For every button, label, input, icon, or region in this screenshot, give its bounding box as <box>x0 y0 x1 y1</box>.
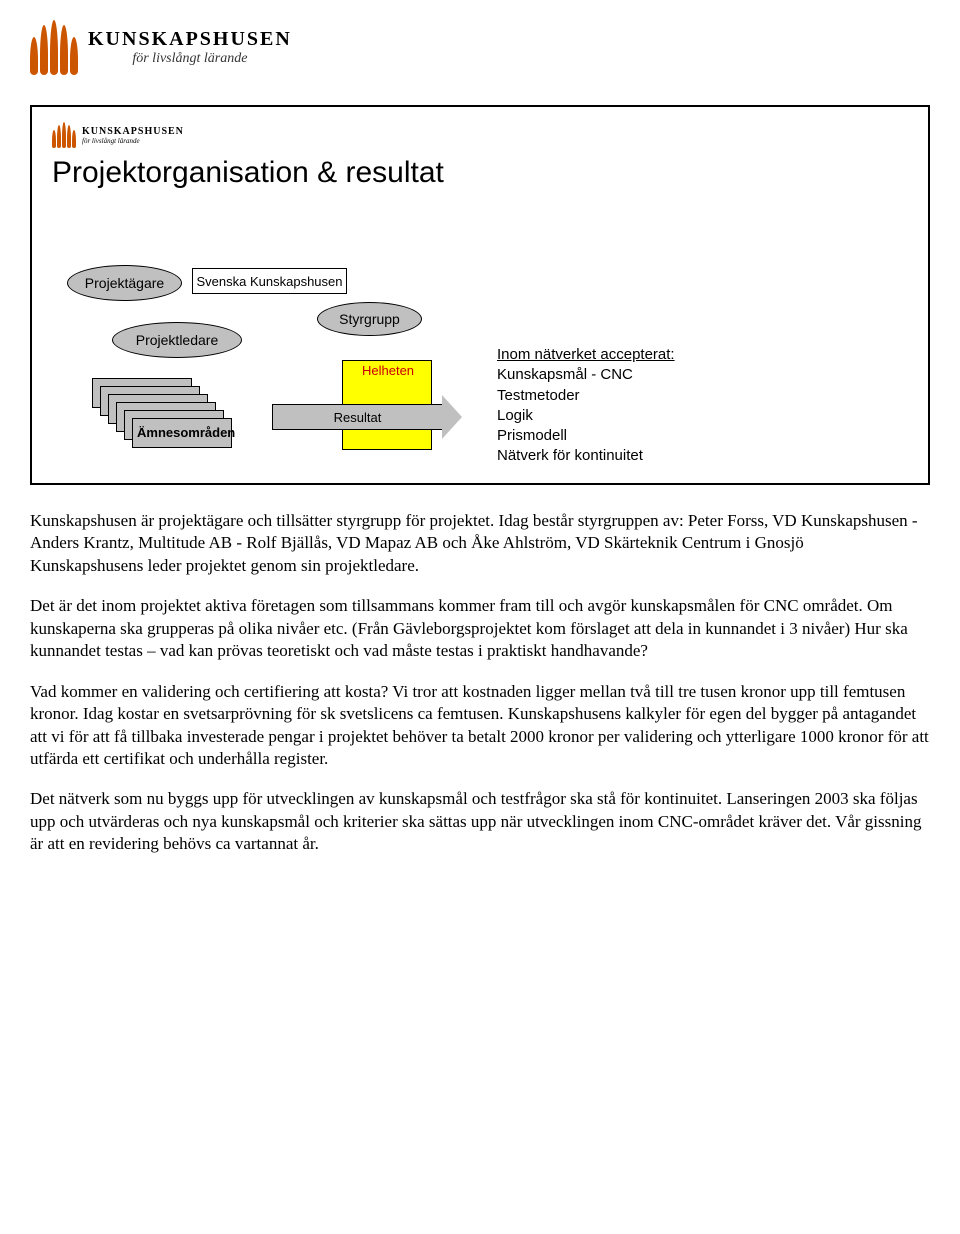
body-paragraph: Vad kommer en validering och certifierin… <box>30 681 930 771</box>
arrow-resultat-label: Resultat <box>272 404 442 430</box>
diagram-mini-logo: KUNSKAPSHUSEN för livslångt lärande <box>52 122 908 148</box>
results-list: Inom nätverket accepterat: Kunskapsmål -… <box>497 345 675 467</box>
body-paragraph: Det nätverk som nu byggs upp för utveckl… <box>30 788 930 855</box>
node-projektledare: Projektledare <box>112 322 242 358</box>
results-heading: Inom nätverket accepterat: <box>497 345 675 365</box>
node-styrgrupp: Styrgrupp <box>317 302 422 336</box>
logo-subtitle: för livslångt lärande <box>88 51 292 67</box>
diagram-canvas: Projektägare Svenska Kunskapshusen Styrg… <box>52 210 908 470</box>
results-item: Logik <box>497 406 675 426</box>
label-helheten: Helheten <box>362 363 410 378</box>
arrow-resultat: Resultat <box>272 395 462 439</box>
results-item: Nätverk för kontinuitet <box>497 446 675 466</box>
header-logo: KUNSKAPSHUSEN för livslångt lärande <box>30 20 930 75</box>
stack-label: Ämnesområden <box>137 425 235 440</box>
logo-text: KUNSKAPSHUSEN för livslångt lärande <box>88 28 292 67</box>
mini-flames-icon <box>52 122 76 148</box>
mini-logo-subtitle: för livslångt lärande <box>82 137 184 145</box>
logo-flames-icon <box>30 20 78 75</box>
node-svenska: Svenska Kunskapshusen <box>192 268 347 294</box>
diagram-box: KUNSKAPSHUSEN för livslångt lärande Proj… <box>30 105 930 485</box>
results-item: Kunskapsmål - CNC <box>497 365 675 385</box>
body-paragraph: Kunskapshusen är projektägare och tillsä… <box>30 510 930 577</box>
mini-logo-title: KUNSKAPSHUSEN <box>82 126 184 137</box>
body-paragraph: Det är det inom projektet aktiva företag… <box>30 595 930 662</box>
results-item: Testmetoder <box>497 386 675 406</box>
results-item: Prismodell <box>497 426 675 446</box>
logo-title: KUNSKAPSHUSEN <box>88 28 292 51</box>
body-text: Kunskapshusen är projektägare och tillsä… <box>30 510 930 856</box>
node-projektagare: Projektägare <box>67 265 182 301</box>
diagram-title: Projektorganisation & resultat <box>52 156 908 190</box>
